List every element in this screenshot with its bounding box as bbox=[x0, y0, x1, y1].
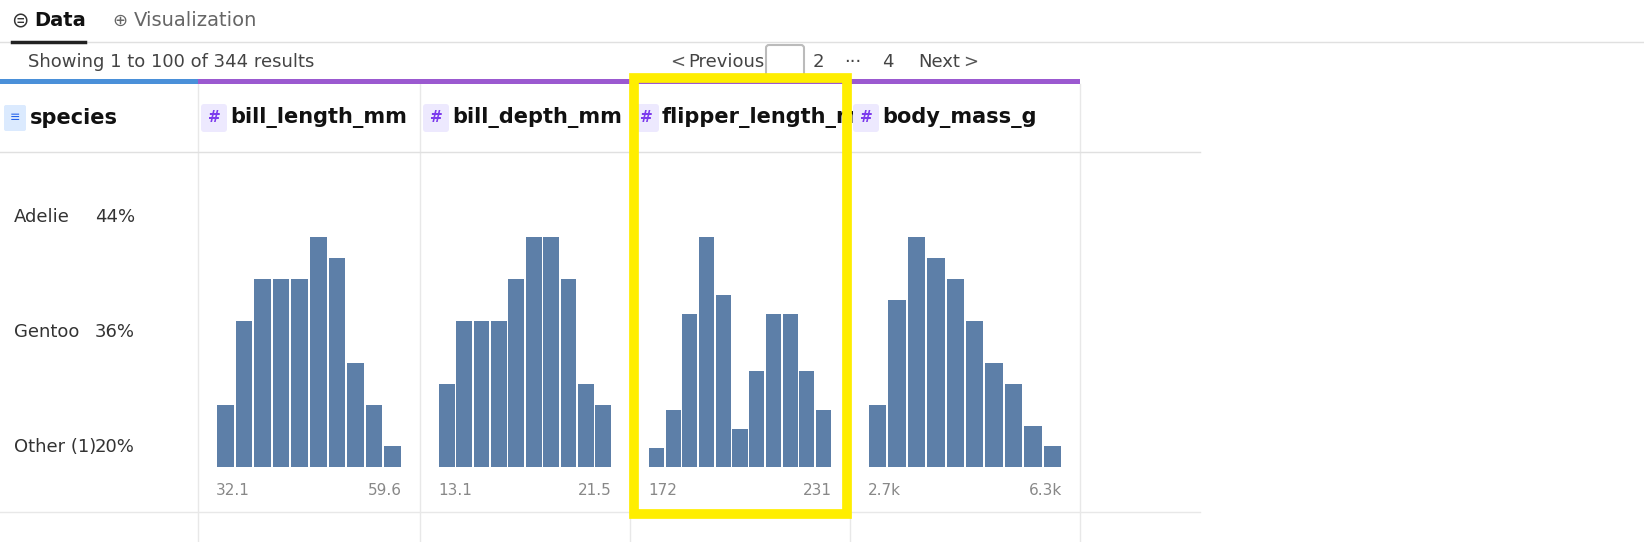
Bar bbox=[750, 371, 764, 467]
Text: body_mass_g: body_mass_g bbox=[881, 107, 1036, 128]
Text: flipper_length_mm: flipper_length_mm bbox=[663, 107, 881, 128]
Text: #: # bbox=[429, 111, 442, 126]
Text: 59.6: 59.6 bbox=[368, 483, 403, 498]
Bar bbox=[492, 321, 506, 467]
Text: 21.5: 21.5 bbox=[579, 483, 612, 498]
Bar bbox=[907, 237, 926, 467]
Text: Other (1): Other (1) bbox=[15, 438, 97, 456]
Text: ≡: ≡ bbox=[10, 112, 20, 125]
Bar bbox=[967, 321, 983, 467]
FancyBboxPatch shape bbox=[423, 104, 449, 132]
Text: ···: ··· bbox=[845, 53, 861, 71]
Text: species: species bbox=[30, 108, 118, 128]
Text: Next: Next bbox=[917, 53, 960, 71]
Bar bbox=[543, 237, 559, 467]
FancyBboxPatch shape bbox=[766, 45, 804, 79]
Bar bbox=[633, 78, 847, 513]
Bar bbox=[699, 237, 713, 467]
Bar bbox=[311, 237, 327, 467]
Bar bbox=[766, 314, 781, 467]
Bar bbox=[235, 321, 252, 467]
Bar bbox=[1004, 384, 1023, 467]
Text: 6.3k: 6.3k bbox=[1029, 483, 1062, 498]
Text: 44%: 44% bbox=[95, 208, 135, 226]
Bar bbox=[291, 279, 307, 467]
Text: #: # bbox=[640, 111, 653, 126]
Bar bbox=[365, 405, 383, 467]
Bar bbox=[1024, 425, 1042, 467]
Bar bbox=[508, 279, 524, 467]
FancyBboxPatch shape bbox=[3, 105, 26, 131]
FancyBboxPatch shape bbox=[633, 104, 659, 132]
Bar bbox=[526, 237, 541, 467]
Bar bbox=[850, 79, 1080, 84]
Bar bbox=[457, 321, 472, 467]
Text: 1: 1 bbox=[779, 53, 791, 71]
Bar bbox=[733, 429, 748, 467]
Text: 4: 4 bbox=[883, 53, 894, 71]
Bar bbox=[630, 79, 850, 84]
Text: #: # bbox=[860, 111, 873, 126]
Text: 32.1: 32.1 bbox=[215, 483, 250, 498]
Bar bbox=[888, 300, 906, 467]
Bar bbox=[217, 405, 233, 467]
Text: Gentoo: Gentoo bbox=[15, 323, 79, 341]
Bar bbox=[561, 279, 577, 467]
Bar bbox=[815, 410, 832, 467]
FancyBboxPatch shape bbox=[853, 104, 880, 132]
Text: 2.7k: 2.7k bbox=[868, 483, 901, 498]
Bar bbox=[579, 384, 593, 467]
Text: Visualization: Visualization bbox=[135, 11, 258, 30]
Text: 231: 231 bbox=[802, 483, 832, 498]
Bar bbox=[0, 79, 197, 84]
Bar bbox=[927, 258, 945, 467]
Text: 36%: 36% bbox=[95, 323, 135, 341]
Text: 20%: 20% bbox=[95, 438, 135, 456]
Bar bbox=[1044, 447, 1060, 467]
Bar bbox=[666, 410, 681, 467]
Text: ⊜: ⊜ bbox=[12, 11, 28, 31]
Text: Data: Data bbox=[35, 11, 85, 30]
Text: Showing 1 to 100 of 344 results: Showing 1 to 100 of 344 results bbox=[28, 53, 314, 71]
Text: ⊕: ⊕ bbox=[112, 12, 128, 30]
Text: >: > bbox=[963, 53, 978, 71]
Text: bill_length_mm: bill_length_mm bbox=[230, 107, 406, 128]
Bar bbox=[682, 314, 697, 467]
Bar bbox=[870, 405, 886, 467]
Bar bbox=[947, 279, 963, 467]
Text: 172: 172 bbox=[648, 483, 677, 498]
Bar bbox=[595, 405, 612, 467]
Text: Adelie: Adelie bbox=[15, 208, 71, 226]
Text: <: < bbox=[671, 53, 686, 71]
Bar bbox=[385, 447, 401, 467]
Bar bbox=[347, 363, 363, 467]
FancyBboxPatch shape bbox=[201, 104, 227, 132]
Text: Previous: Previous bbox=[687, 53, 764, 71]
Text: #: # bbox=[207, 111, 220, 126]
Bar bbox=[273, 279, 289, 467]
Bar bbox=[419, 79, 630, 84]
Bar bbox=[799, 371, 814, 467]
Text: bill_depth_mm: bill_depth_mm bbox=[452, 107, 621, 128]
Bar bbox=[255, 279, 271, 467]
Bar bbox=[783, 314, 797, 467]
Bar bbox=[715, 295, 732, 467]
Bar bbox=[473, 321, 490, 467]
Bar bbox=[197, 79, 419, 84]
Bar bbox=[985, 363, 1003, 467]
Text: 13.1: 13.1 bbox=[437, 483, 472, 498]
Bar bbox=[649, 448, 664, 467]
Text: 2: 2 bbox=[812, 53, 824, 71]
Bar bbox=[439, 384, 454, 467]
Bar bbox=[329, 258, 345, 467]
